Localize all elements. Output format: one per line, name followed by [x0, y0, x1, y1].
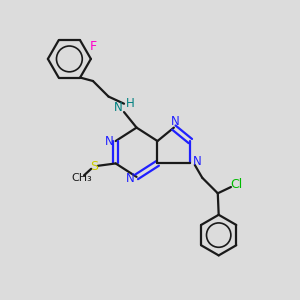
Text: N: N: [114, 101, 123, 114]
Text: CH₃: CH₃: [71, 173, 92, 183]
Text: N: N: [171, 115, 180, 128]
Text: N: N: [193, 155, 201, 168]
Text: N: N: [105, 134, 113, 148]
Text: N: N: [126, 172, 134, 185]
Text: F: F: [90, 40, 97, 53]
Text: H: H: [126, 97, 134, 110]
Text: S: S: [90, 160, 98, 173]
Text: Cl: Cl: [230, 178, 242, 191]
